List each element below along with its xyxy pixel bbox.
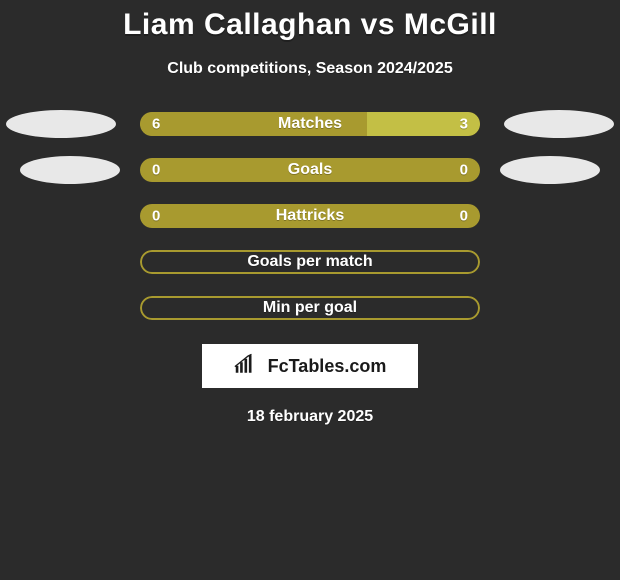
bar-goals: 0 Goals 0 [140, 158, 480, 182]
bar-hattricks-right-val: 0 [460, 208, 468, 225]
bar-matches-right-val: 3 [460, 116, 468, 133]
bar-matches-left-val: 6 [152, 116, 160, 133]
bar-gpm-label: Goals per match [247, 253, 372, 271]
source-badge-text: FcTables.com [268, 356, 387, 377]
player-left-ellipse [20, 156, 120, 184]
bar-goals-left-val: 0 [152, 162, 160, 179]
bar-gpm: Goals per match [140, 250, 480, 274]
bar-goals-right-val: 0 [460, 162, 468, 179]
row-mpg: Min per goal [0, 296, 620, 320]
row-hattricks: 0 Hattricks 0 [0, 204, 620, 228]
row-gpm: Goals per match [0, 250, 620, 274]
row-goals: 0 Goals 0 [0, 158, 620, 182]
bar-matches: 6 Matches 3 [140, 112, 480, 136]
stats-card: Liam Callaghan vs McGill Club competitio… [0, 0, 620, 426]
bar-hattricks: 0 Hattricks 0 [140, 204, 480, 228]
player-right-ellipse [504, 110, 614, 138]
bar-chart-icon [234, 353, 262, 380]
bar-matches-label: Matches [278, 115, 342, 133]
subtitle: Club competitions, Season 2024/2025 [0, 60, 620, 78]
bar-mpg: Min per goal [140, 296, 480, 320]
player-right-ellipse [500, 156, 600, 184]
source-badge[interactable]: FcTables.com [202, 344, 418, 388]
page-title: Liam Callaghan vs McGill [0, 8, 620, 42]
snapshot-date: 18 february 2025 [0, 408, 620, 426]
comparison-rows: 6 Matches 3 0 Goals 0 0 Hattricks 0 [0, 112, 620, 320]
bar-hattricks-label: Hattricks [276, 207, 344, 225]
bar-hattricks-left-val: 0 [152, 208, 160, 225]
bar-goals-label: Goals [288, 161, 332, 179]
bar-mpg-label: Min per goal [263, 299, 357, 317]
player-left-ellipse [6, 110, 116, 138]
row-matches: 6 Matches 3 [0, 112, 620, 136]
